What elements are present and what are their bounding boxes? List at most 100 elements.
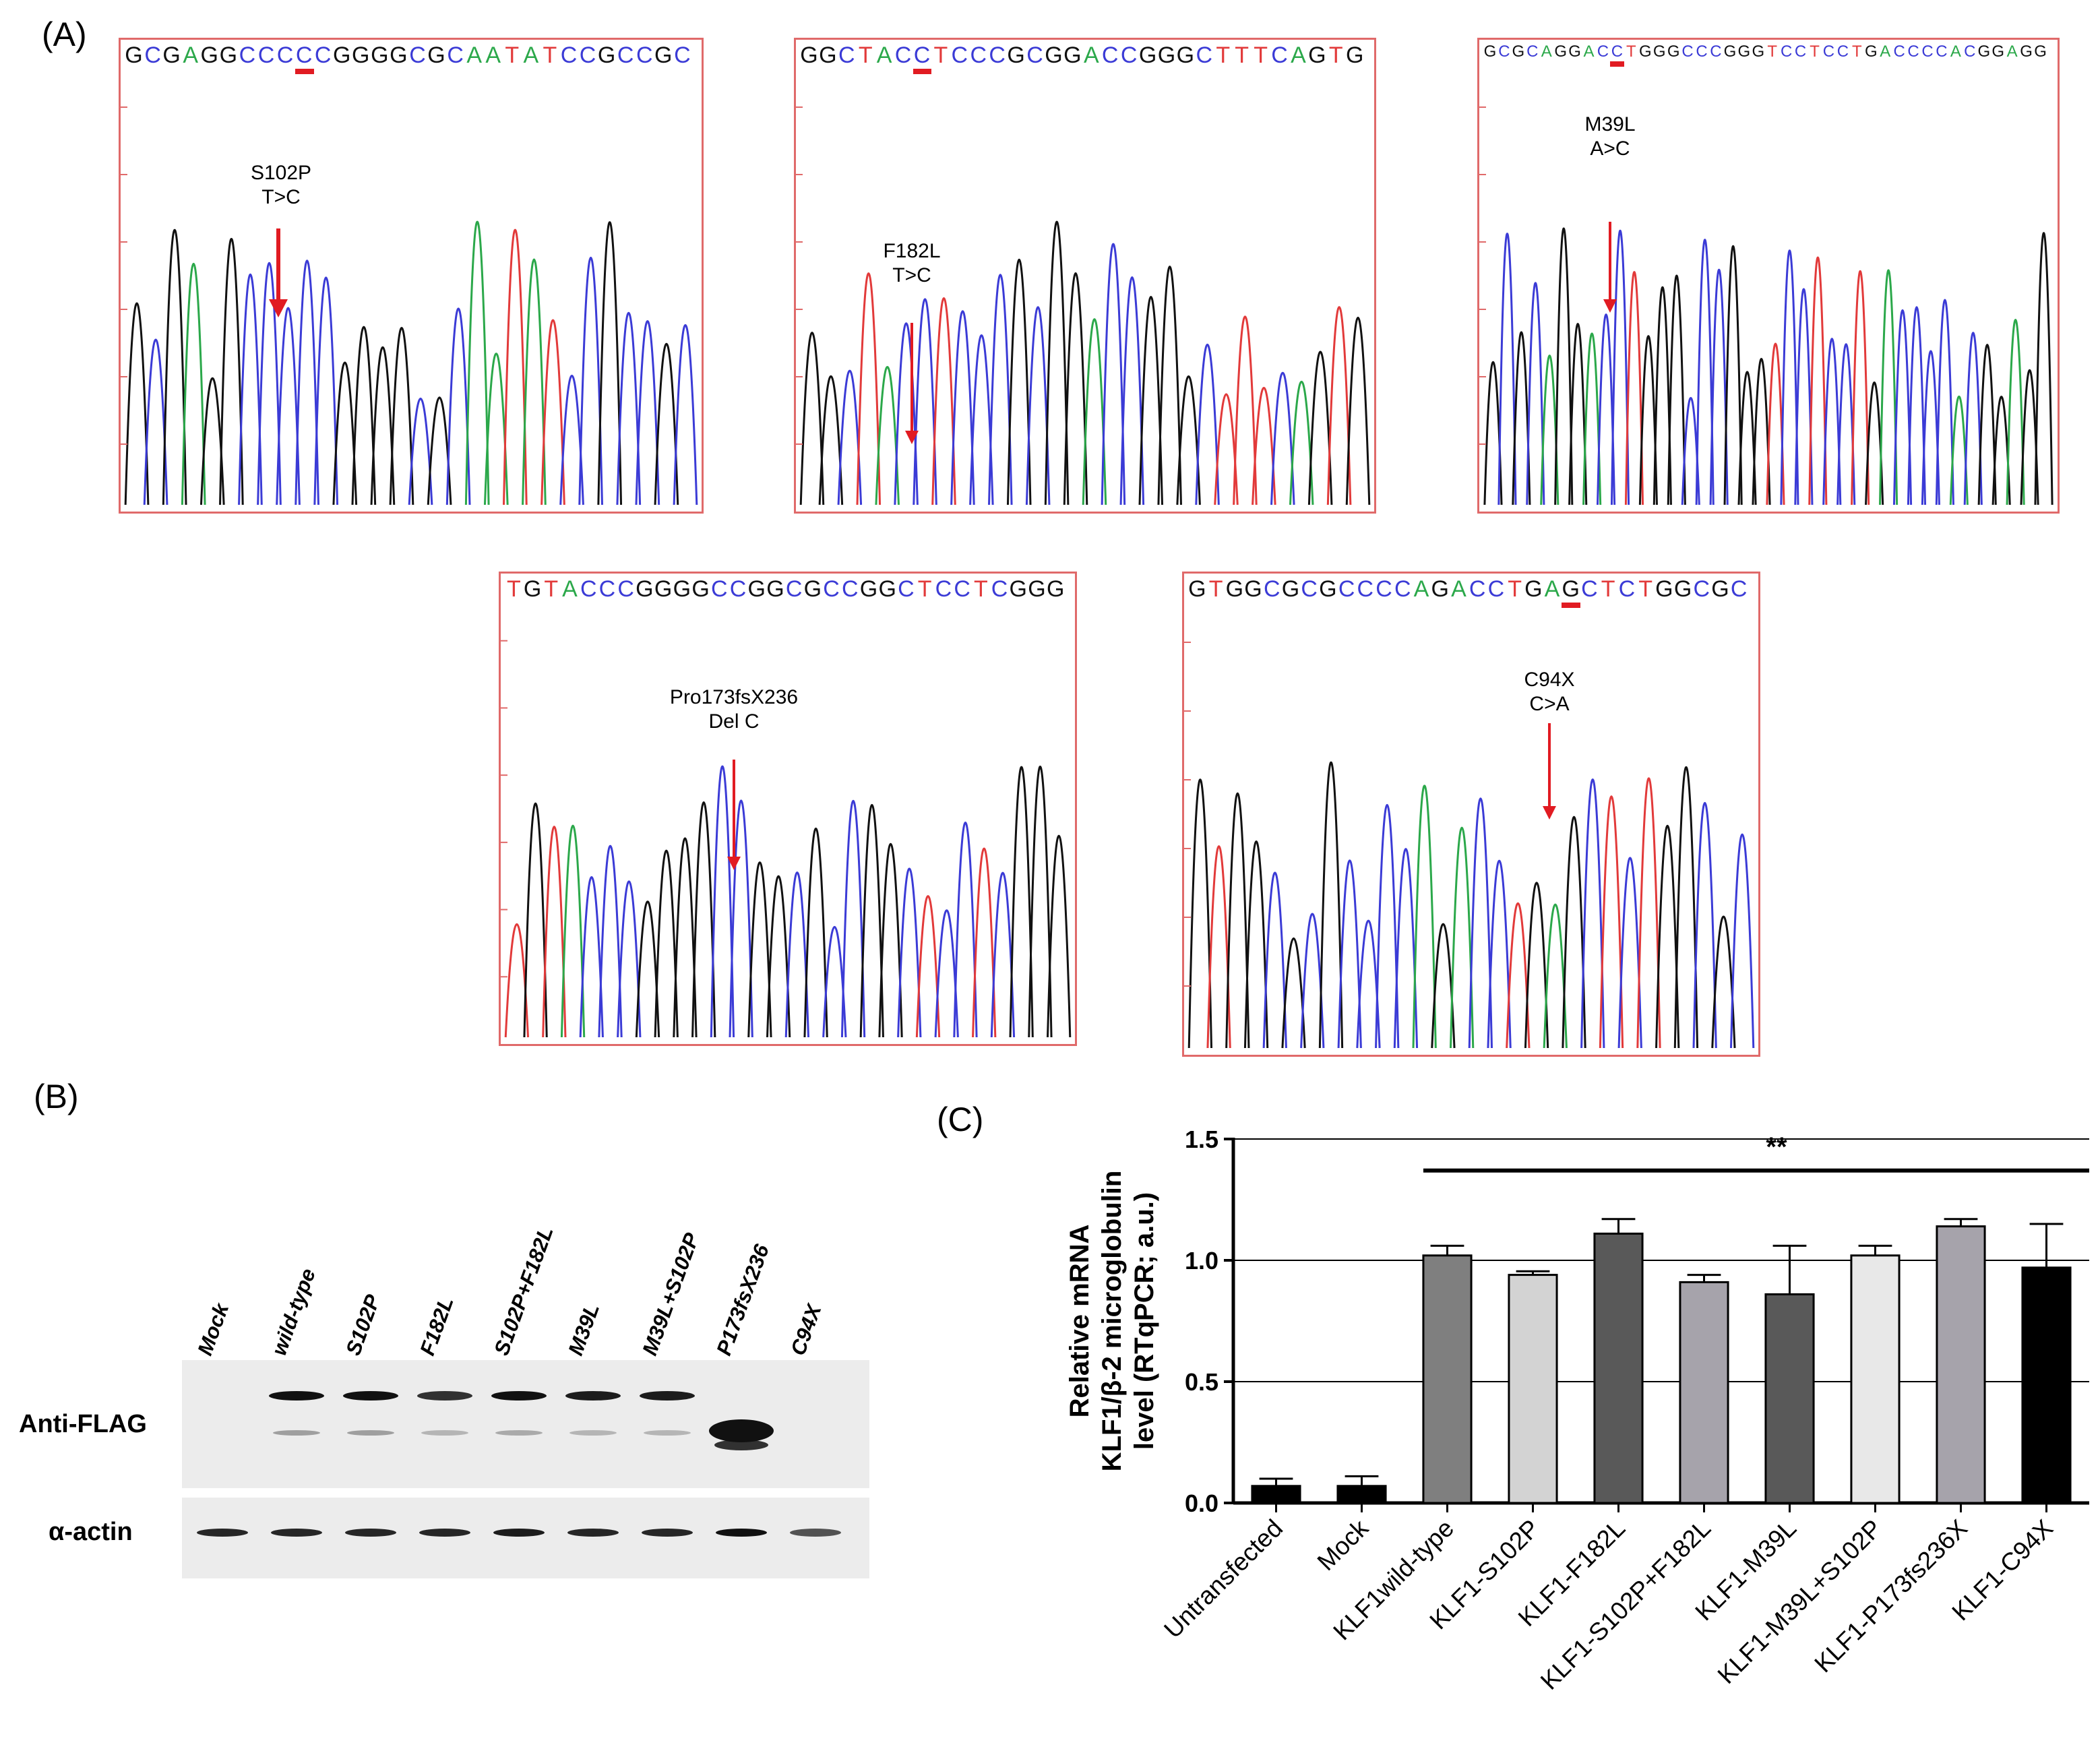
actin-band — [271, 1529, 322, 1537]
base-letter: G — [390, 42, 408, 68]
base-letter: G — [1319, 576, 1338, 602]
chromatogram-peak — [1307, 350, 1333, 505]
chromatogram-peak — [950, 310, 975, 505]
base-letter: G — [1991, 42, 2006, 61]
base-letter: G — [1562, 576, 1581, 608]
base-letter: T — [1852, 42, 1863, 61]
chart-bar — [2021, 1266, 2072, 1504]
chromatogram-peak — [878, 842, 903, 1038]
chromatogram-peak — [1412, 785, 1437, 1049]
trace-f182l-peaks — [796, 106, 1371, 505]
base-letter: C — [1907, 42, 1920, 61]
base-letter: G — [1638, 42, 1653, 61]
chromatogram-peak — [840, 800, 866, 1038]
base-letter: A — [1950, 42, 1962, 61]
trace-f182l-sequence: GGC T ACC T CCCGCGGACCGGGC T T T CAGTG — [800, 42, 1365, 74]
chromatogram-peak — [1044, 220, 1070, 505]
chromatogram-peak — [464, 220, 490, 505]
base-letter: C — [842, 576, 859, 602]
base-letter: C — [710, 576, 729, 602]
chromatogram-peak — [1138, 296, 1164, 505]
chromatogram-peak — [1655, 824, 1680, 1049]
chromatogram-peak — [1393, 848, 1419, 1049]
base-letter: G — [766, 576, 785, 602]
base-letter: T — [543, 42, 558, 68]
chart-bar — [1679, 1281, 1729, 1504]
base-letter: T — [1235, 42, 1250, 68]
trace-f182l-annotation: F182L T>C — [883, 240, 941, 286]
base-letter: C — [144, 42, 162, 68]
chromatogram-peak — [859, 804, 884, 1038]
flag-band-truncated — [709, 1419, 774, 1442]
chart-bar — [1936, 1225, 1986, 1504]
chromatogram-peak — [875, 365, 900, 505]
base-letter: G — [1431, 576, 1450, 602]
chromatogram-peak — [1562, 816, 1586, 1049]
flag-band-upper — [640, 1391, 695, 1401]
chromatogram-peak — [635, 900, 660, 1038]
base-letter: C — [276, 42, 295, 68]
base-letter: C — [1610, 42, 1625, 67]
chart-y-tick-label: 1.5 — [1185, 1126, 1218, 1153]
base-letter: C — [295, 42, 314, 74]
base-letter: C — [1921, 42, 1934, 61]
base-letter: G — [1308, 42, 1327, 68]
chromatogram-peak — [710, 766, 735, 1038]
chromatogram-peak — [332, 361, 358, 505]
chromatogram-peak — [1028, 766, 1053, 1038]
chromatogram-peak — [238, 274, 263, 505]
chromatogram-peak — [1692, 801, 1717, 1049]
chromatogram-peak — [990, 871, 1016, 1038]
actin-band — [790, 1529, 841, 1537]
actin-band — [197, 1529, 248, 1537]
chromatogram-peak — [1963, 332, 1983, 505]
base-letter: T — [1208, 576, 1224, 602]
base-letter: T — [1328, 42, 1344, 68]
chromatogram-peak — [747, 861, 772, 1038]
base-letter: A — [466, 42, 483, 68]
base-letter: G — [878, 576, 897, 602]
base-letter: C — [1693, 576, 1711, 602]
base-letter: C — [1301, 576, 1318, 602]
base-letter: G — [673, 576, 692, 602]
base-letter: G — [747, 576, 766, 602]
chromatogram-peak — [1729, 833, 1755, 1049]
chromatogram-peak — [1836, 343, 1856, 505]
base-letter: G — [1568, 42, 1582, 61]
base-letter: C — [579, 42, 597, 68]
chromatogram-peak — [856, 272, 882, 505]
base-letter: T — [1508, 576, 1522, 602]
chromatogram-peak — [1157, 266, 1182, 505]
base-letter: G — [654, 576, 673, 602]
base-letter: C — [409, 42, 427, 68]
chromatogram-peak — [1752, 358, 1771, 505]
chromatogram-peak — [313, 276, 339, 505]
base-letter: A — [1413, 576, 1430, 602]
base-letter: T — [1254, 42, 1268, 68]
chromatogram-peak — [654, 849, 679, 1038]
base-letter: A — [1541, 42, 1553, 61]
trace-m39l-annotation: M39L A>C — [1584, 113, 1636, 160]
chromatogram-peak — [1543, 904, 1568, 1049]
base-letter: C — [239, 42, 257, 68]
chromatogram-peak — [370, 346, 396, 505]
chromatogram-peak — [1921, 350, 1940, 505]
chromatogram-peak — [523, 802, 548, 1038]
base-letter: C — [1469, 576, 1487, 602]
blot-lane-label: M39L+S102P — [638, 1229, 704, 1359]
chromatogram-peak — [913, 298, 937, 505]
chromatogram-peak — [1318, 761, 1344, 1049]
trace-pro173fs-peaks — [501, 640, 1072, 1038]
chromatogram-peak — [934, 909, 959, 1038]
chromatogram-peak — [729, 799, 753, 1038]
base-letter: C — [617, 42, 635, 68]
base-letter: C — [1101, 42, 1119, 68]
flag-band-lower — [644, 1430, 691, 1436]
actin-band — [493, 1529, 545, 1537]
base-letter: T — [1810, 42, 1820, 61]
base-letter: G — [636, 576, 654, 602]
base-letter: C — [1498, 42, 1511, 61]
chromatogram-peak — [1582, 332, 1602, 505]
base-letter: C — [1338, 576, 1356, 602]
chromatogram-peak — [1879, 269, 1898, 505]
